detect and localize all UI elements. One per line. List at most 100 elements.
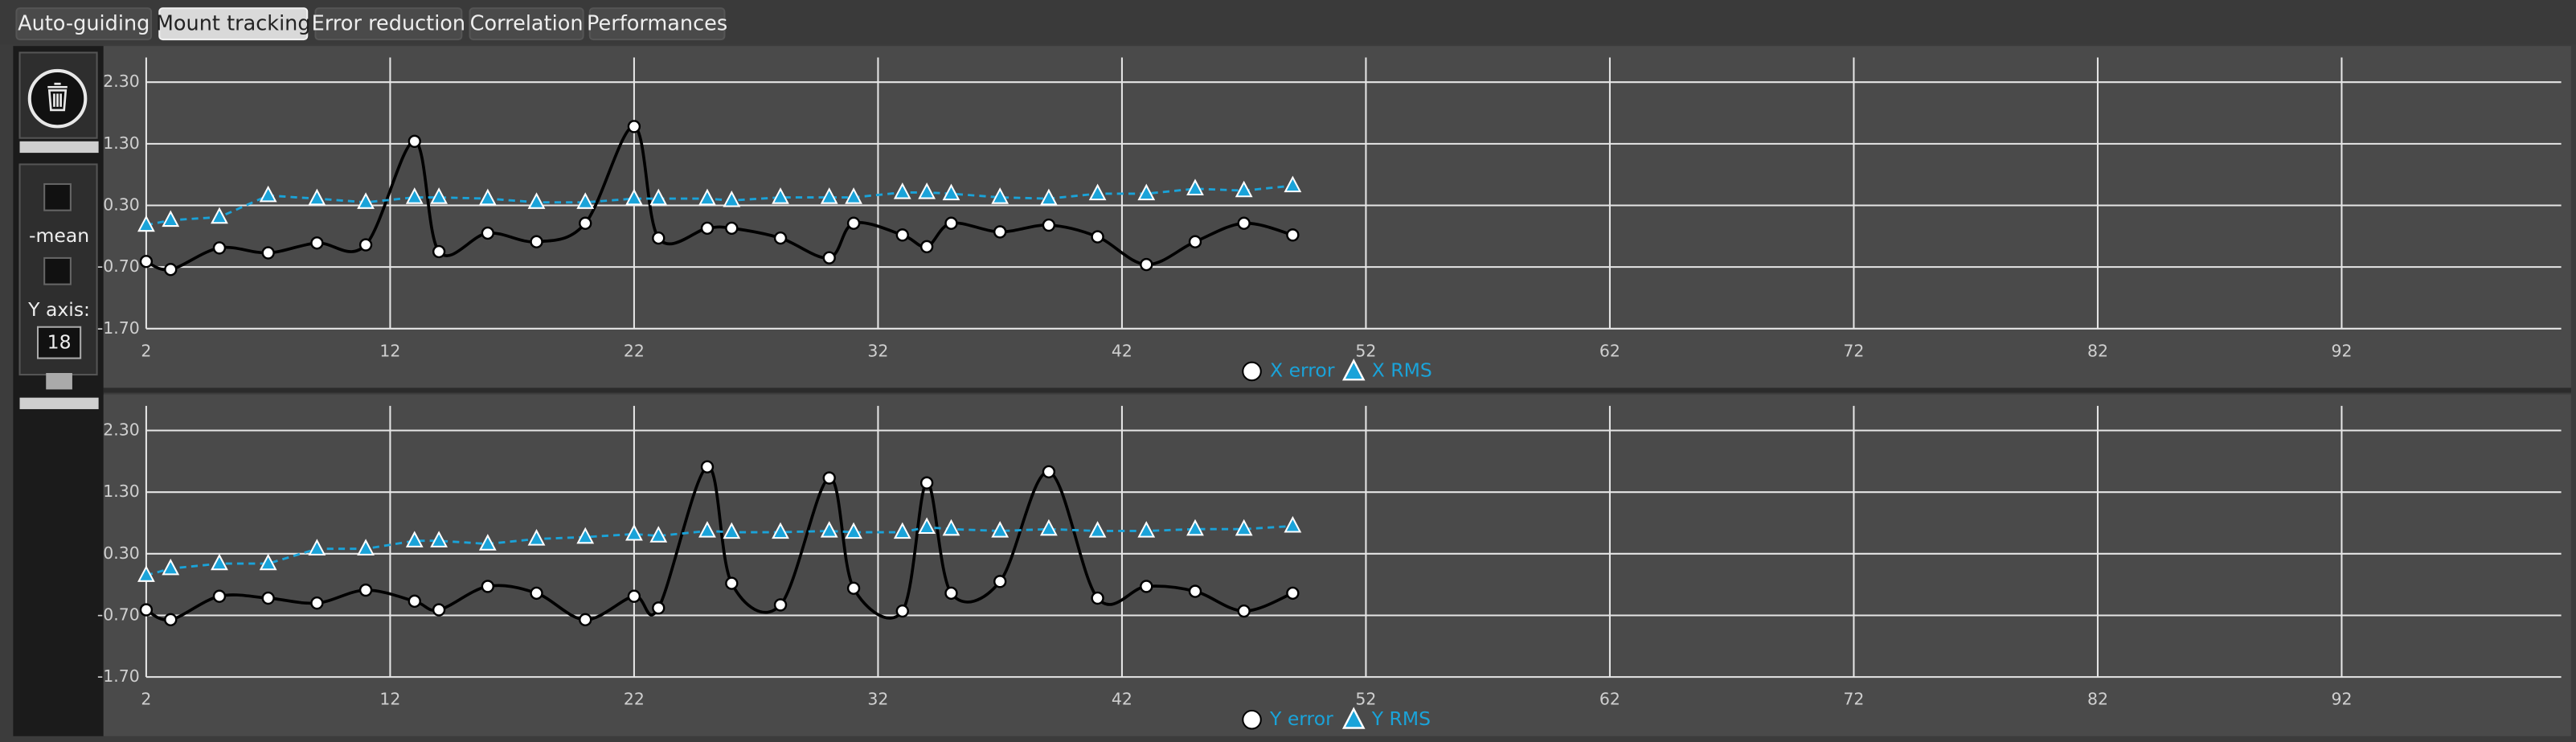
x-tick-label: 72: [1843, 341, 1864, 360]
error-point: [1237, 604, 1251, 618]
slider[interactable]: [19, 141, 99, 154]
rms-point: [259, 185, 277, 203]
y-tick-label: 0.30: [103, 543, 140, 563]
rms-point: [772, 522, 789, 539]
x-tick-label: 62: [1599, 341, 1620, 360]
rms-point: [845, 187, 862, 204]
error-point: [993, 575, 1007, 588]
tab-strip: Auto-guiding Mount tracking Error reductio…: [15, 7, 727, 41]
error-point: [407, 594, 421, 609]
rms-point: [1284, 515, 1302, 533]
rms-point: [1235, 180, 1253, 198]
x-tick-label: 62: [1599, 690, 1620, 709]
rms-point: [576, 192, 595, 209]
error-point: [895, 228, 909, 242]
rms-point: [918, 182, 936, 199]
error-point: [1042, 465, 1056, 479]
error-point: [212, 241, 227, 255]
checkbox[interactable]: [43, 182, 72, 211]
splitter[interactable]: [103, 387, 2571, 393]
error-point: [358, 583, 373, 597]
error-point: [481, 580, 494, 593]
error-point: [407, 134, 421, 148]
trash-icon: [47, 82, 68, 112]
legend-label: Y RMS: [1371, 707, 1431, 730]
error-point: [919, 240, 934, 254]
rms-point: [308, 188, 326, 206]
error-point: [725, 221, 739, 236]
error-point: [481, 226, 494, 240]
x-tick-label: 22: [624, 341, 645, 360]
series-line: [145, 465, 1294, 622]
error-point: [432, 244, 446, 259]
error-point: [944, 216, 958, 230]
rms-point: [137, 215, 155, 232]
rms-point: [845, 522, 862, 539]
x-tick-label: 42: [1112, 690, 1132, 709]
y-tick-label: 1.30: [103, 482, 140, 501]
rms-point: [942, 183, 960, 201]
rms-point: [942, 519, 960, 536]
slider[interactable]: [19, 397, 99, 409]
error-point: [1286, 228, 1300, 242]
rms-point: [162, 558, 180, 576]
rms-point: [991, 187, 1010, 204]
y-tick-label: 1.30: [103, 133, 140, 153]
plot-panel: [103, 394, 2571, 736]
rms-point: [820, 521, 838, 538]
y-axis-value: 18: [47, 331, 72, 354]
rms-point: [625, 188, 643, 206]
x-tick-label: 2: [141, 690, 151, 709]
error-point: [358, 238, 373, 252]
rms-point: [405, 187, 424, 204]
checkbox[interactable]: [43, 256, 72, 285]
tab[interactable]: [588, 7, 726, 41]
x-tick-label: 52: [1355, 341, 1376, 360]
error-point: [1237, 216, 1251, 230]
rms-point: [649, 188, 668, 206]
legend-label: X error: [1270, 359, 1335, 381]
rms-point: [211, 207, 228, 224]
rms-point: [625, 523, 643, 541]
rms-point: [698, 188, 716, 206]
error-point: [895, 604, 909, 618]
error-point: [627, 120, 641, 133]
error-point: [846, 216, 861, 230]
tab[interactable]: [469, 7, 584, 41]
rms-point: [1235, 519, 1253, 536]
rms-point: [357, 539, 375, 555]
y-tick-label: -0.70: [97, 256, 140, 276]
error-point: [1140, 580, 1153, 593]
rms-point: [1088, 521, 1107, 538]
slider-thumb[interactable]: [46, 372, 72, 390]
rms-point: [820, 187, 838, 204]
rms-point: [893, 182, 911, 199]
error-point: [579, 216, 592, 230]
rms-point: [430, 531, 448, 547]
y-axis-input[interactable]: [36, 326, 82, 359]
error-point: [944, 586, 958, 601]
rms-point: [1039, 519, 1058, 536]
rms-point: [1088, 183, 1107, 201]
error-point: [261, 246, 275, 260]
error-point: [822, 251, 836, 264]
error-point: [773, 598, 788, 612]
rms-point: [576, 527, 595, 544]
error-point: [846, 581, 861, 595]
rms-point: [1137, 183, 1156, 201]
error-point: [919, 476, 934, 490]
error-point: [1140, 257, 1153, 272]
x-tick-label: 42: [1112, 341, 1132, 360]
tab[interactable]: [314, 7, 463, 41]
rms-point: [649, 526, 668, 543]
series-line: [145, 524, 1293, 577]
tab[interactable]: [15, 7, 153, 41]
y-tick-label: 0.30: [103, 195, 140, 215]
sidebar: [13, 46, 104, 736]
error-point: [164, 263, 178, 277]
x-tick-label: 2: [141, 341, 151, 360]
x-tick-label: 22: [624, 690, 645, 709]
tab[interactable]: [158, 7, 309, 41]
mean-label: -mean: [29, 224, 89, 247]
